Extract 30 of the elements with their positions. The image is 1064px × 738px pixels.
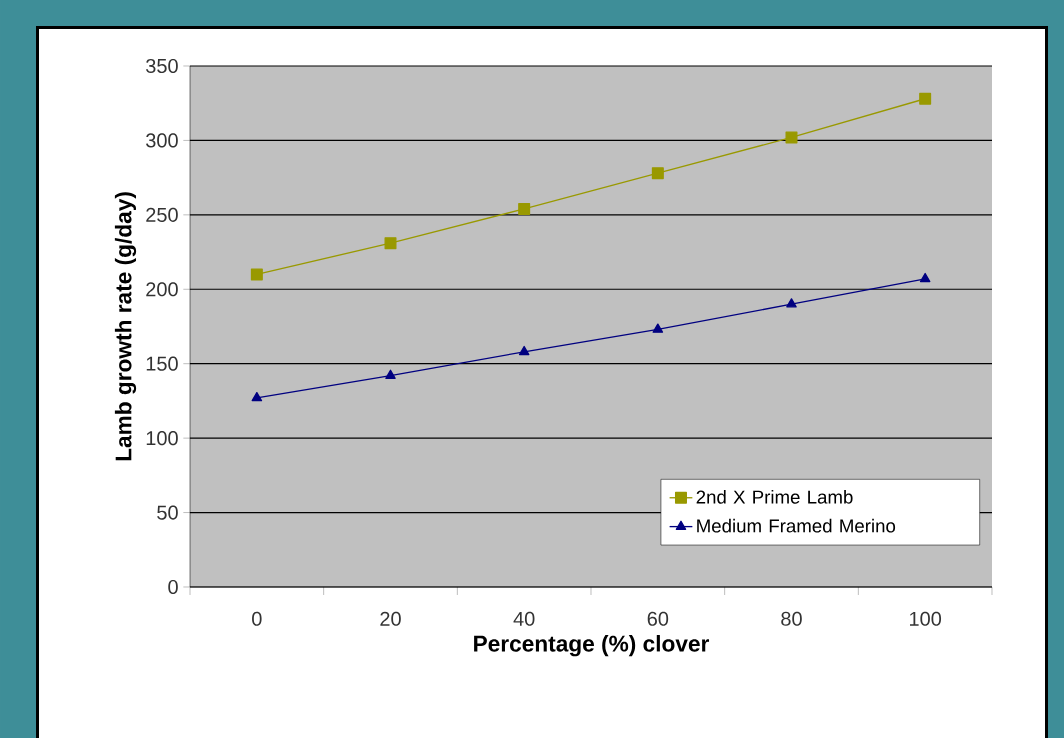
legend-label: 2nd X Prime Lamb: [696, 489, 853, 504]
point: [385, 369, 396, 379]
legend-label: Medium Framed Merino: [697, 518, 896, 533]
point: [651, 167, 664, 180]
point: [919, 272, 931, 283]
point: [652, 323, 664, 333]
point: [518, 345, 530, 356]
y-axis-title: Lamb growth rate (g/day): [114, 192, 137, 461]
point: [251, 391, 263, 402]
x-tick-label: 20: [380, 611, 401, 626]
y-tick-label: 250: [146, 207, 178, 222]
y-tick-label: 100: [146, 431, 178, 446]
y-tick-label: 0: [168, 579, 178, 595]
y-tick-label: 50: [157, 505, 178, 520]
x-tick-label: 80: [781, 611, 802, 626]
x-tick-label: 0: [252, 611, 262, 626]
point: [518, 202, 531, 215]
y-tick-label: 300: [146, 133, 178, 148]
x-tick-label: 100: [910, 611, 942, 626]
x-axis-title: Percentage (%) clover: [474, 635, 710, 657]
x-tick-label: 60: [647, 611, 669, 626]
y-tick-label: 150: [146, 356, 178, 371]
point: [250, 268, 263, 281]
x-tick-label: 40: [513, 611, 535, 626]
point: [785, 131, 798, 144]
point: [384, 237, 397, 250]
point: [786, 298, 797, 308]
y-tick-label: 200: [146, 282, 178, 297]
point: [919, 92, 932, 105]
y-tick-label: 350: [146, 58, 178, 74]
